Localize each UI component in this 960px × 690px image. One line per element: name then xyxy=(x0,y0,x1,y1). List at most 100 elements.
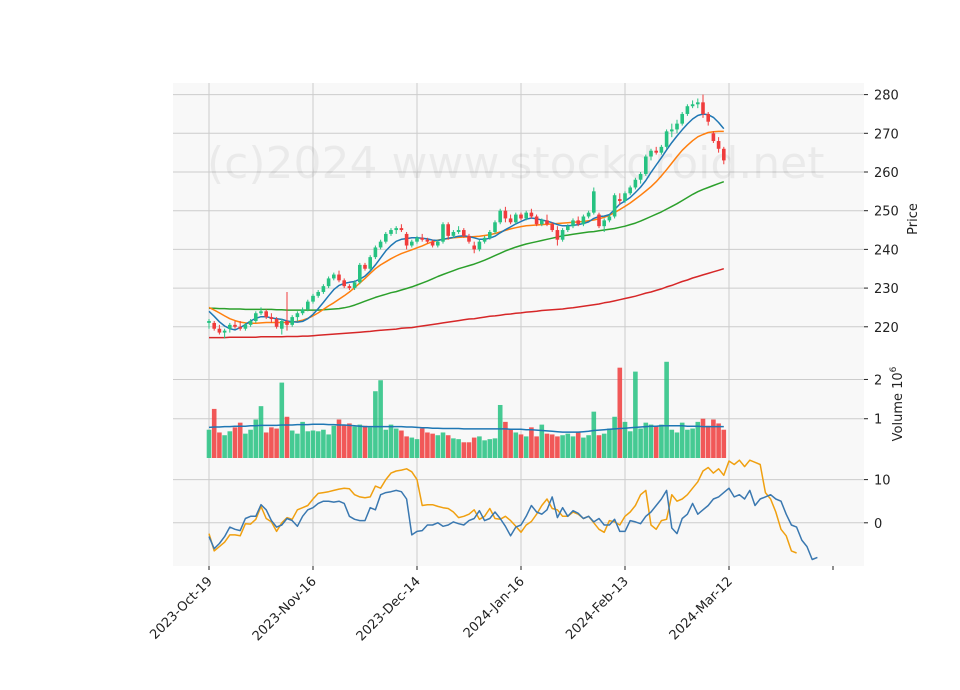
candle-body xyxy=(243,324,248,329)
volume-bar xyxy=(258,406,264,458)
volume-bar xyxy=(341,424,347,458)
candle-body xyxy=(212,322,216,329)
volume-bar xyxy=(352,426,357,458)
volume-bar xyxy=(664,361,669,458)
candle-body xyxy=(456,230,461,232)
candle-body xyxy=(592,191,596,213)
candle-body xyxy=(696,102,700,105)
volume-bar xyxy=(700,418,706,458)
candle-body xyxy=(280,320,284,329)
volume-bar xyxy=(430,433,435,458)
volume-bar xyxy=(617,367,623,458)
candle-body xyxy=(706,113,710,122)
volume-bar xyxy=(404,436,409,458)
candle-body xyxy=(649,150,653,157)
candle-body xyxy=(628,187,632,194)
candle-body xyxy=(337,274,341,281)
volume-bar xyxy=(451,438,456,458)
candle-body xyxy=(342,280,346,287)
volume-bar xyxy=(367,427,373,458)
candle-body xyxy=(326,278,331,287)
volume-bar xyxy=(518,434,524,458)
candle-body xyxy=(285,320,289,325)
volume-bar xyxy=(237,422,243,458)
oscillator-panel xyxy=(208,459,818,561)
volume-bar xyxy=(544,433,550,458)
ma-xlong-line xyxy=(209,267,725,339)
price-tick-label: 270 xyxy=(874,127,899,142)
candle-body xyxy=(618,199,622,202)
volume-bar xyxy=(206,429,212,458)
volume-bar xyxy=(388,424,394,458)
candle-body xyxy=(477,241,482,250)
volume-bar xyxy=(653,425,659,458)
volume-bar xyxy=(347,423,352,458)
volume-bar xyxy=(414,439,420,458)
candle-body xyxy=(436,241,440,246)
volume-bar xyxy=(549,434,555,458)
candle-body xyxy=(358,264,362,283)
volume-bar xyxy=(477,436,482,458)
candle-body xyxy=(519,214,523,219)
candle-body xyxy=(540,220,544,225)
volume-bar xyxy=(659,424,664,458)
volume-bar xyxy=(591,411,597,458)
candle-body xyxy=(560,230,565,240)
volume-bar xyxy=(399,430,404,458)
volume-bar xyxy=(357,424,363,458)
candle-body xyxy=(441,224,445,242)
volume-bar xyxy=(211,408,217,458)
volume-bar xyxy=(383,429,389,458)
volume-bar xyxy=(289,430,295,458)
candle-body xyxy=(384,233,388,242)
candle-body xyxy=(612,195,617,217)
price-tick-label: 240 xyxy=(874,243,899,258)
candle-body xyxy=(529,212,534,217)
volume-bar xyxy=(471,437,477,458)
volume-bar xyxy=(393,428,399,458)
volume-bar xyxy=(440,432,446,458)
candle-body xyxy=(566,226,570,231)
volume-bar xyxy=(362,425,368,458)
volume-bar xyxy=(492,438,498,458)
volume-bar xyxy=(560,435,565,458)
volume-tick-label: 1 xyxy=(874,413,882,428)
candle-body xyxy=(472,245,476,250)
volume-bar xyxy=(409,437,415,458)
candle-body xyxy=(534,216,539,225)
candle-body xyxy=(571,220,575,227)
candle-body xyxy=(670,129,674,132)
candle-body xyxy=(586,212,591,217)
volume-bar xyxy=(487,439,493,458)
volume-bar xyxy=(243,433,248,458)
volume-bar xyxy=(596,435,602,458)
candle-body xyxy=(680,113,684,124)
volume-tick-label: 2 xyxy=(874,373,882,388)
candle-body xyxy=(638,173,643,180)
volume-bar xyxy=(378,380,383,458)
volume-bar xyxy=(607,428,612,458)
volume-bar xyxy=(638,428,643,458)
oscillator-tick-label: 10 xyxy=(874,474,891,489)
volume-bar xyxy=(695,421,701,458)
candle-body xyxy=(347,286,352,289)
watermark-text: (c)2024 www.stockdroid.net xyxy=(207,138,824,189)
volume-bar xyxy=(690,428,695,458)
candle-body xyxy=(306,301,310,310)
candle-body xyxy=(524,212,528,219)
candle-body xyxy=(503,210,508,219)
volume-bar xyxy=(253,419,259,458)
volume-bar xyxy=(331,425,337,458)
volume-bar xyxy=(295,433,300,458)
candle-body xyxy=(378,241,383,248)
candle-body xyxy=(300,309,305,314)
candle-body xyxy=(722,148,726,161)
candle-body xyxy=(399,228,404,231)
candle-body xyxy=(701,102,705,114)
volume-bar xyxy=(601,433,607,458)
volume-axis-title: Volume 106 xyxy=(889,366,906,441)
volume-bar xyxy=(232,427,238,458)
candle-body xyxy=(498,210,502,223)
volume-bar xyxy=(300,421,305,458)
